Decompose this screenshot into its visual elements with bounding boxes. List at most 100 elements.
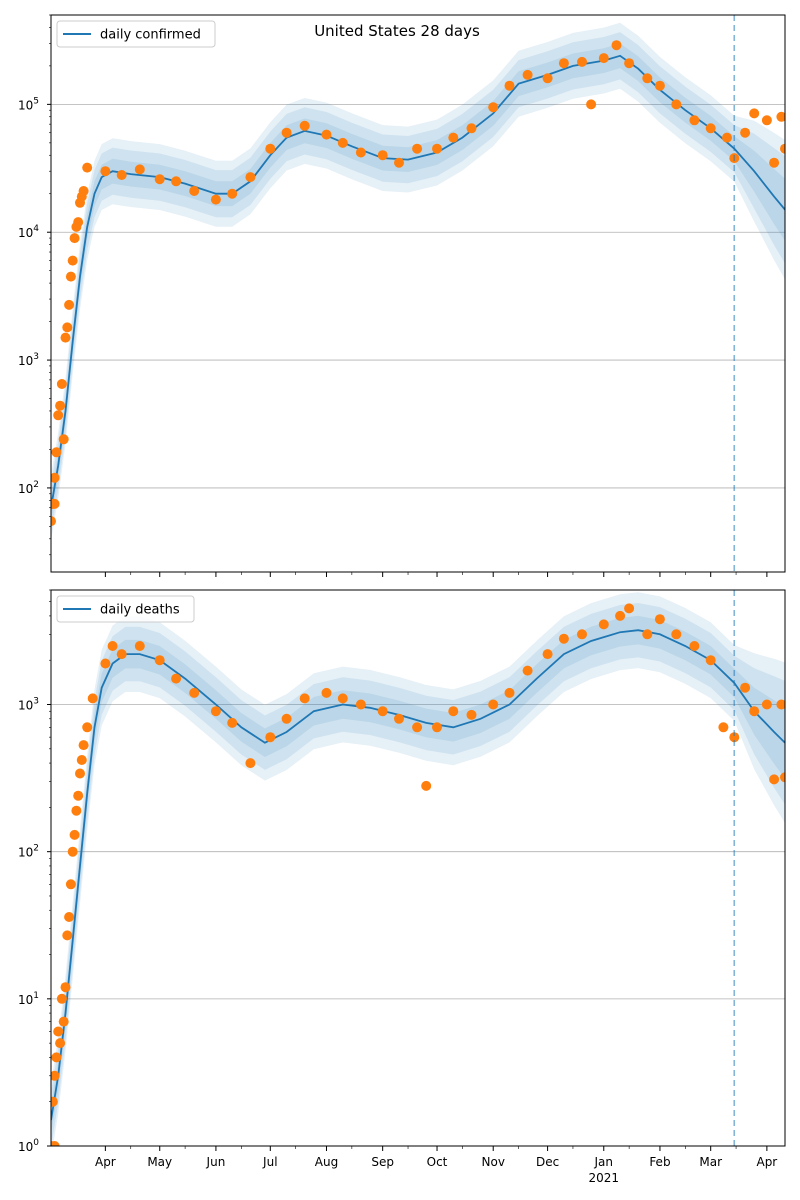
observed-point — [265, 143, 276, 154]
observed-point — [337, 137, 348, 148]
observed-points — [51, 603, 785, 1146]
y-tick-label: 103 — [18, 697, 39, 713]
observed-point — [51, 1096, 58, 1107]
observed-point — [51, 1052, 62, 1063]
plot-frame — [50, 14, 786, 573]
observed-point — [769, 157, 780, 168]
gridlines — [51, 103, 785, 489]
observed-point — [116, 170, 127, 180]
observed-point — [671, 99, 682, 110]
observed-point — [189, 186, 200, 196]
observed-point — [100, 658, 111, 669]
x-tick-label: Nov — [482, 1155, 505, 1169]
x-tick-label: Dec — [536, 1155, 559, 1169]
observed-point — [705, 655, 716, 666]
observed-point — [69, 829, 80, 840]
observed-point — [78, 186, 89, 196]
observed-point — [321, 687, 332, 698]
x-tick-label: Feb — [649, 1155, 670, 1169]
x-year-label: 2021 — [588, 1171, 619, 1185]
observed-point — [62, 322, 73, 333]
observed-point — [134, 164, 145, 175]
observed-point — [134, 641, 145, 651]
observed-point — [245, 172, 256, 183]
observed-point — [598, 619, 609, 630]
y-tick-label: 100 — [18, 1138, 39, 1154]
observed-point — [448, 132, 459, 143]
observed-point — [51, 1070, 60, 1081]
y-tick-label: 102 — [18, 480, 39, 496]
observed-point — [466, 123, 477, 134]
observed-point — [55, 400, 66, 411]
observed-point — [377, 150, 388, 161]
y-axis: 100 101 102 103 — [18, 589, 51, 1154]
model-line-group — [51, 629, 785, 1121]
observed-point — [654, 614, 665, 625]
observed-point — [65, 271, 76, 282]
observed-point — [598, 53, 609, 64]
observed-point — [522, 665, 533, 676]
observed-point — [722, 132, 732, 143]
observed-point — [642, 73, 653, 84]
observed-point — [355, 147, 366, 158]
observed-point — [73, 217, 84, 228]
observed-point — [55, 1038, 66, 1049]
x-tick-label: Oct — [427, 1155, 448, 1169]
observed-point — [154, 655, 165, 666]
observed-point — [51, 1141, 60, 1146]
observed-point — [265, 732, 276, 743]
observed-point — [504, 687, 515, 698]
x-tick-label: Apr — [756, 1155, 777, 1169]
observed-point — [624, 603, 635, 614]
observed-point — [299, 120, 310, 131]
x-tick-label: Mar — [699, 1155, 722, 1169]
observed-point — [64, 912, 75, 922]
observed-point — [761, 699, 772, 710]
observed-point — [75, 768, 85, 779]
observed-point — [355, 699, 366, 710]
observed-point — [58, 434, 69, 445]
observed-point — [740, 127, 751, 138]
figure-title: United States 28 days — [314, 22, 480, 40]
observed-point — [227, 188, 238, 199]
observed-point — [51, 498, 60, 509]
observed-point — [64, 299, 75, 310]
observed-point — [116, 649, 127, 660]
observed-point — [780, 772, 785, 783]
legend: daily confirmed — [56, 20, 216, 48]
x-tick-label: Sep — [371, 1155, 394, 1169]
observed-point — [432, 722, 442, 733]
observed-point — [740, 682, 751, 693]
observed-point — [522, 69, 533, 80]
observed-point — [281, 127, 292, 138]
observed-point — [586, 99, 597, 110]
observed-point — [729, 732, 740, 743]
observed-point — [321, 129, 332, 140]
observed-point — [412, 143, 423, 154]
observed-point — [82, 162, 93, 173]
observed-point — [76, 755, 87, 765]
observed-point — [210, 194, 221, 205]
observed-point — [776, 111, 785, 122]
observed-point — [154, 174, 165, 185]
observed-point — [73, 790, 84, 801]
observed-point — [107, 641, 118, 651]
chart-confirmed: 102 103 104 105 daily confirmed — [18, 14, 786, 577]
x-tick-label: Jun — [206, 1155, 226, 1169]
observed-point — [67, 255, 78, 266]
y-tick-label: 104 — [18, 224, 39, 240]
observed-point — [718, 722, 729, 733]
observed-point — [421, 780, 432, 791]
observed-point — [245, 758, 256, 769]
observed-point — [611, 40, 622, 51]
observed-point — [488, 102, 499, 113]
observed-point — [51, 516, 56, 527]
observed-point — [82, 722, 93, 733]
observed-point — [624, 58, 635, 69]
observed-point — [299, 693, 310, 704]
uncertainty-band — [51, 592, 785, 1146]
observed-point — [171, 673, 182, 684]
observed-point — [749, 706, 760, 717]
x-tick-label: Apr — [95, 1155, 116, 1169]
